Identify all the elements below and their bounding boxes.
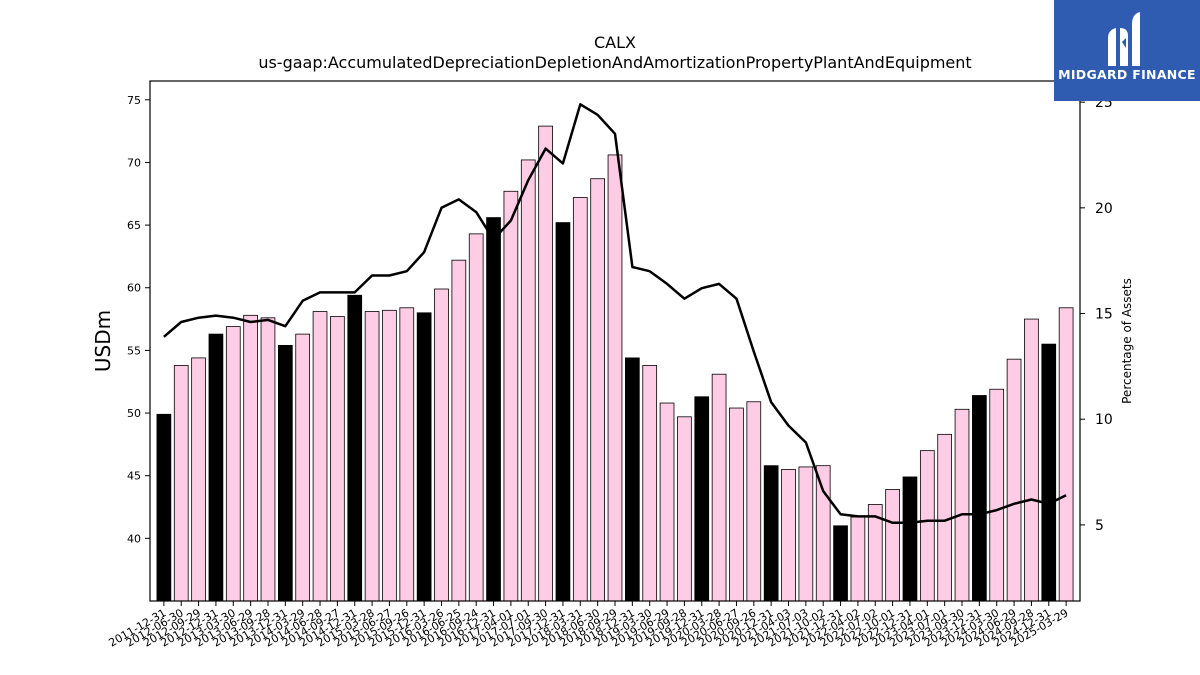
bar	[902, 476, 918, 602]
bar	[694, 396, 710, 602]
bar	[191, 357, 206, 602]
y-tick-label: 45	[127, 470, 141, 483]
bar	[989, 388, 1005, 602]
bar	[503, 190, 519, 602]
bar	[954, 408, 970, 602]
percentage-line	[163, 103, 1067, 525]
bar	[347, 294, 363, 602]
bar	[382, 309, 397, 602]
bar	[607, 154, 623, 602]
chart-subtitle: us-gaap:AccumulatedDepreciationDepletion…	[258, 53, 971, 72]
bar	[711, 373, 727, 602]
bar	[885, 489, 900, 602]
y-tick-label: 65	[127, 219, 141, 232]
bars-layer	[156, 125, 1074, 602]
bar	[763, 465, 779, 602]
y-tick-label: 60	[127, 282, 141, 295]
bar	[520, 159, 536, 602]
brand-name: MIDGARD FINANCE	[1058, 67, 1196, 82]
bar	[295, 333, 311, 602]
brand-logo: MIDGARD FINANCE	[1054, 0, 1200, 101]
bar	[590, 178, 605, 602]
bar	[729, 407, 744, 602]
line-layer	[163, 103, 1067, 525]
bar	[260, 317, 276, 602]
y-tick-label: 70	[127, 156, 141, 169]
y-tick-label: 55	[127, 344, 141, 357]
y2-tick-label: 20	[1095, 201, 1113, 217]
bar	[659, 402, 675, 602]
bar	[815, 465, 831, 602]
y-tick-label: 75	[127, 94, 141, 107]
bar	[468, 233, 484, 602]
bar	[156, 413, 172, 602]
y-tick-label: 40	[127, 532, 141, 545]
bar	[538, 125, 553, 602]
bar	[555, 222, 571, 602]
bar	[677, 416, 692, 602]
bar	[625, 357, 640, 602]
bar	[1024, 318, 1039, 602]
bar	[208, 333, 224, 602]
bar	[850, 516, 866, 602]
bar	[1058, 307, 1074, 602]
bar	[972, 395, 987, 602]
bar	[486, 217, 501, 602]
y2-tick-label: 10	[1095, 412, 1113, 428]
bar	[642, 365, 658, 602]
bar	[277, 344, 293, 602]
bar	[330, 316, 345, 602]
bar	[1041, 343, 1057, 602]
y2-axis-label: Percentage of Assets	[1120, 278, 1134, 404]
y2-tick-label: 5	[1095, 518, 1104, 534]
bar	[416, 312, 432, 602]
bar	[225, 326, 241, 602]
bar	[1006, 358, 1022, 602]
bar	[173, 365, 189, 602]
bar	[833, 525, 848, 602]
bar	[919, 450, 935, 602]
bar	[572, 197, 588, 602]
chart-title: CALX	[594, 33, 636, 52]
y-tick-label: 50	[127, 407, 141, 420]
bar	[451, 259, 467, 602]
bar	[312, 311, 328, 602]
bar	[434, 288, 449, 602]
bar	[746, 401, 762, 602]
y-axis-label: USDm	[91, 310, 115, 372]
bar	[781, 469, 796, 602]
bar	[798, 466, 814, 602]
bar	[243, 314, 258, 602]
bar	[364, 311, 380, 602]
brand-mark-icon	[1108, 12, 1140, 66]
y2-tick-label: 15	[1095, 307, 1113, 323]
bar	[399, 307, 415, 602]
